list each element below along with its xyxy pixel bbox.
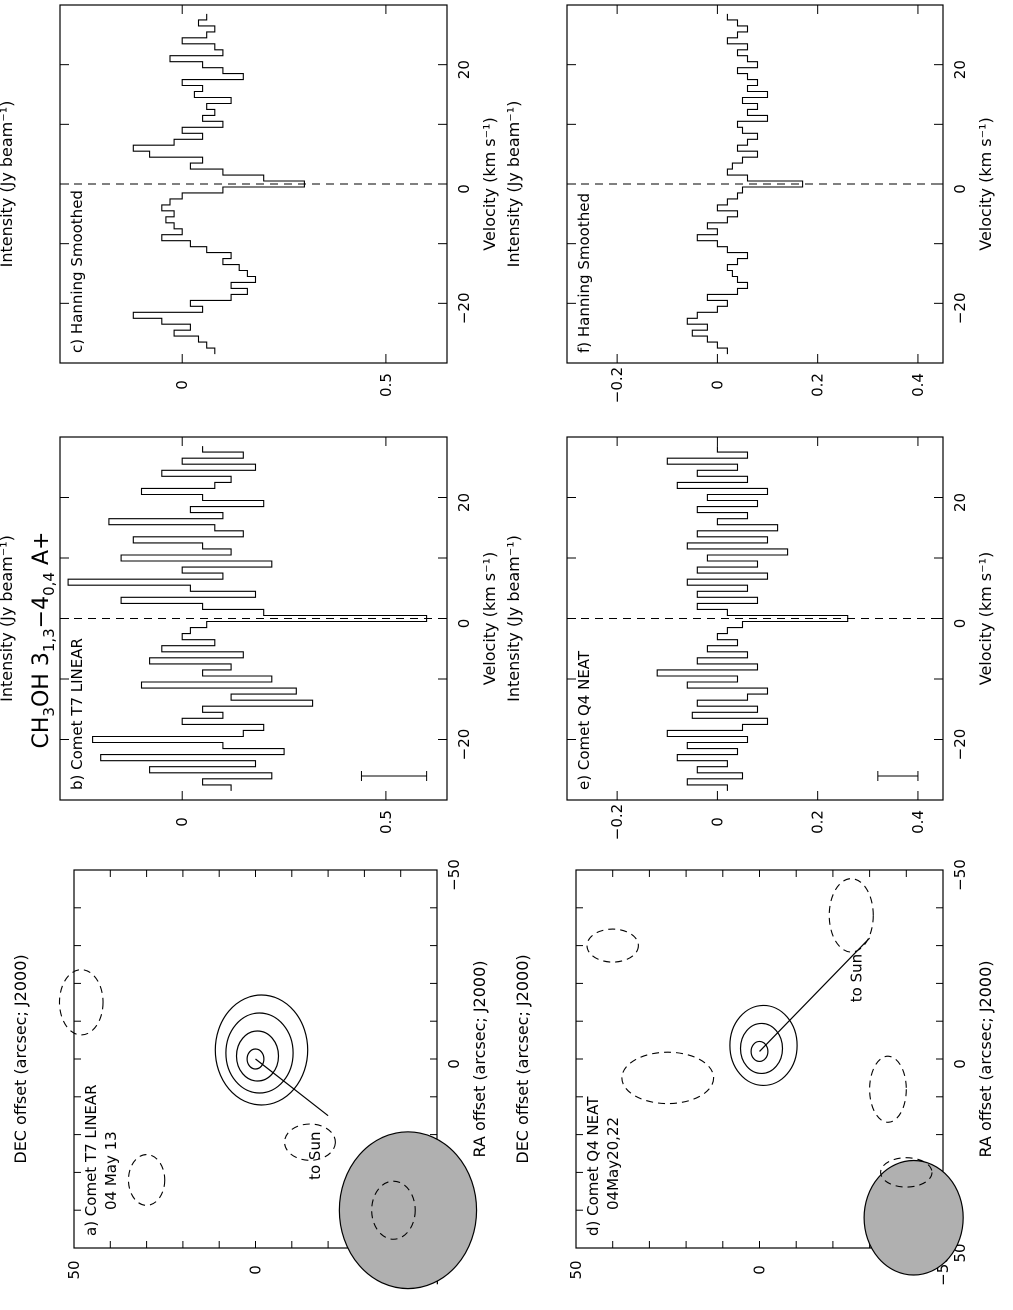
intensity-tick-label: 0.4 — [909, 810, 927, 834]
velocity-tick-label: −20 — [951, 729, 969, 761]
negative-contour — [621, 1051, 715, 1105]
contour-line — [246, 1048, 265, 1070]
velocity-tick-label: −20 — [455, 293, 473, 325]
beam-ellipse — [863, 1159, 964, 1276]
panel-label: f) Hanning Smoothed — [575, 193, 593, 353]
spectrum-trace — [686, 13, 804, 355]
contour-line — [729, 1004, 798, 1087]
sun-annotation: to Sun — [848, 954, 866, 1002]
panel-f: −20 0 20 0.4 0.2 0 −0.2 f) Hanning Smoothed Velo… — [504, 4, 995, 403]
intensity-tick-label: 0 — [708, 380, 726, 390]
panel-e: −20 0 20 0.4 0.2 0 −0.2 e) Comet Q4 NEAT Velocit… — [504, 436, 995, 840]
panel-label: c) Hanning Smoothed — [68, 190, 86, 353]
spectrum-trace — [132, 13, 305, 355]
contour-line — [225, 1012, 294, 1094]
contour-line — [235, 1030, 280, 1082]
negative-contour — [371, 1180, 416, 1240]
negative-contour — [283, 1123, 336, 1161]
velocity-tick-label: 0 — [951, 184, 969, 194]
x-axis-label: RA offset (arcsec; J2000) — [470, 960, 489, 1157]
panel-label: b) Comet T7 LINEAR — [68, 638, 86, 790]
y-axis-label: Intensity (Jy beam⁻¹) — [504, 101, 523, 268]
intensity-tick-label: 0 — [708, 817, 726, 827]
negative-contour — [880, 1157, 933, 1188]
y-axis-label: DEC offset (arcsec; J2000) — [11, 954, 30, 1163]
panel-label: d) Comet Q4 NEAT — [584, 1096, 602, 1236]
intensity-tick-label: 0 — [173, 380, 191, 390]
ra-tick-label: −50 — [445, 859, 463, 891]
y-axis-label: Intensity (Jy beam⁻¹) — [0, 101, 16, 268]
svg-text:CH3OH 31,3−40,4 A+: CH3OH 31,3−40,4 A+ — [29, 532, 58, 749]
velocity-tick-label: 20 — [455, 60, 473, 79]
spectrum-trace — [67, 446, 428, 791]
spectrum-trace — [656, 446, 849, 791]
contour-line — [739, 1022, 784, 1075]
negative-contour — [828, 878, 874, 953]
contour-line — [214, 994, 309, 1106]
velocity-tick-label: 20 — [951, 60, 969, 79]
velocity-tick-label: −20 — [951, 293, 969, 325]
ra-tick-label: 0 — [445, 1059, 463, 1069]
x-axis-label: Velocity (km s⁻¹) — [480, 117, 499, 250]
sun-direction-line — [255, 1058, 329, 1117]
y-axis-label: DEC offset (arcsec; J2000) — [513, 954, 532, 1163]
date-label: 04May20,22 — [604, 1117, 622, 1210]
intensity-tick-label: 0.4 — [909, 373, 927, 397]
contour-line — [750, 1040, 769, 1063]
intensity-tick-label: −0.2 — [608, 804, 626, 840]
intensity-tick-label: 0.2 — [809, 373, 827, 397]
y-axis-label: Intensity (Jy beam⁻¹) — [504, 535, 523, 702]
velocity-tick-label: 0 — [455, 619, 473, 629]
intensity-tick-label: 0.2 — [809, 810, 827, 834]
sun-direction-line — [759, 937, 871, 1052]
intensity-tick-label: 0.5 — [377, 810, 395, 834]
velocity-tick-label: 0 — [951, 619, 969, 629]
figure-title: CH3OH 31,3−40,4 A+ — [29, 532, 58, 749]
velocity-tick-label: 20 — [951, 493, 969, 512]
beam-ellipse — [338, 1131, 478, 1290]
x-axis-label: RA offset (arcsec; J2000) — [976, 960, 995, 1157]
x-axis-label: Velocity (km s⁻¹) — [976, 552, 995, 685]
x-axis-label: Velocity (km s⁻¹) — [976, 117, 995, 250]
ra-tick-label: −50 — [951, 859, 969, 891]
dec-tick-label: 0 — [751, 1265, 769, 1275]
intensity-tick-label: 0.5 — [377, 373, 395, 397]
velocity-tick-label: 20 — [455, 493, 473, 512]
y-axis-label: Intensity (Jy beam⁻¹) — [0, 535, 16, 702]
dec-tick-label: 50 — [65, 1260, 83, 1279]
ra-tick-label: 0 — [951, 1059, 969, 1069]
sun-annotation: to Sun — [306, 1132, 324, 1180]
panel-label: a) Comet T7 LINEAR — [82, 1084, 100, 1236]
velocity-tick-label: −20 — [455, 729, 473, 761]
dec-tick-label: 0 — [247, 1265, 265, 1275]
dec-tick-label: 50 — [567, 1260, 585, 1279]
intensity-tick-label: −0.2 — [608, 367, 626, 403]
date-label: 04 May 13 — [102, 1131, 120, 1210]
negative-contour — [58, 969, 104, 1036]
panel-label: e) Comet Q4 NEAT — [575, 650, 593, 790]
velocity-tick-label: 0 — [455, 184, 473, 194]
negative-contour — [869, 1055, 907, 1123]
panel-b: −20 0 20 0.5 0 b) Comet T7 LINEAR Velocity (km… — [0, 436, 499, 834]
panel-c: −20 0 20 0.5 0 c) Hanning Smoothed Velocity (k… — [0, 4, 499, 397]
intensity-tick-label: 0 — [173, 817, 191, 827]
x-axis-label: Velocity (km s⁻¹) — [480, 552, 499, 685]
negative-contour — [127, 1153, 166, 1206]
negative-contour — [586, 928, 639, 963]
